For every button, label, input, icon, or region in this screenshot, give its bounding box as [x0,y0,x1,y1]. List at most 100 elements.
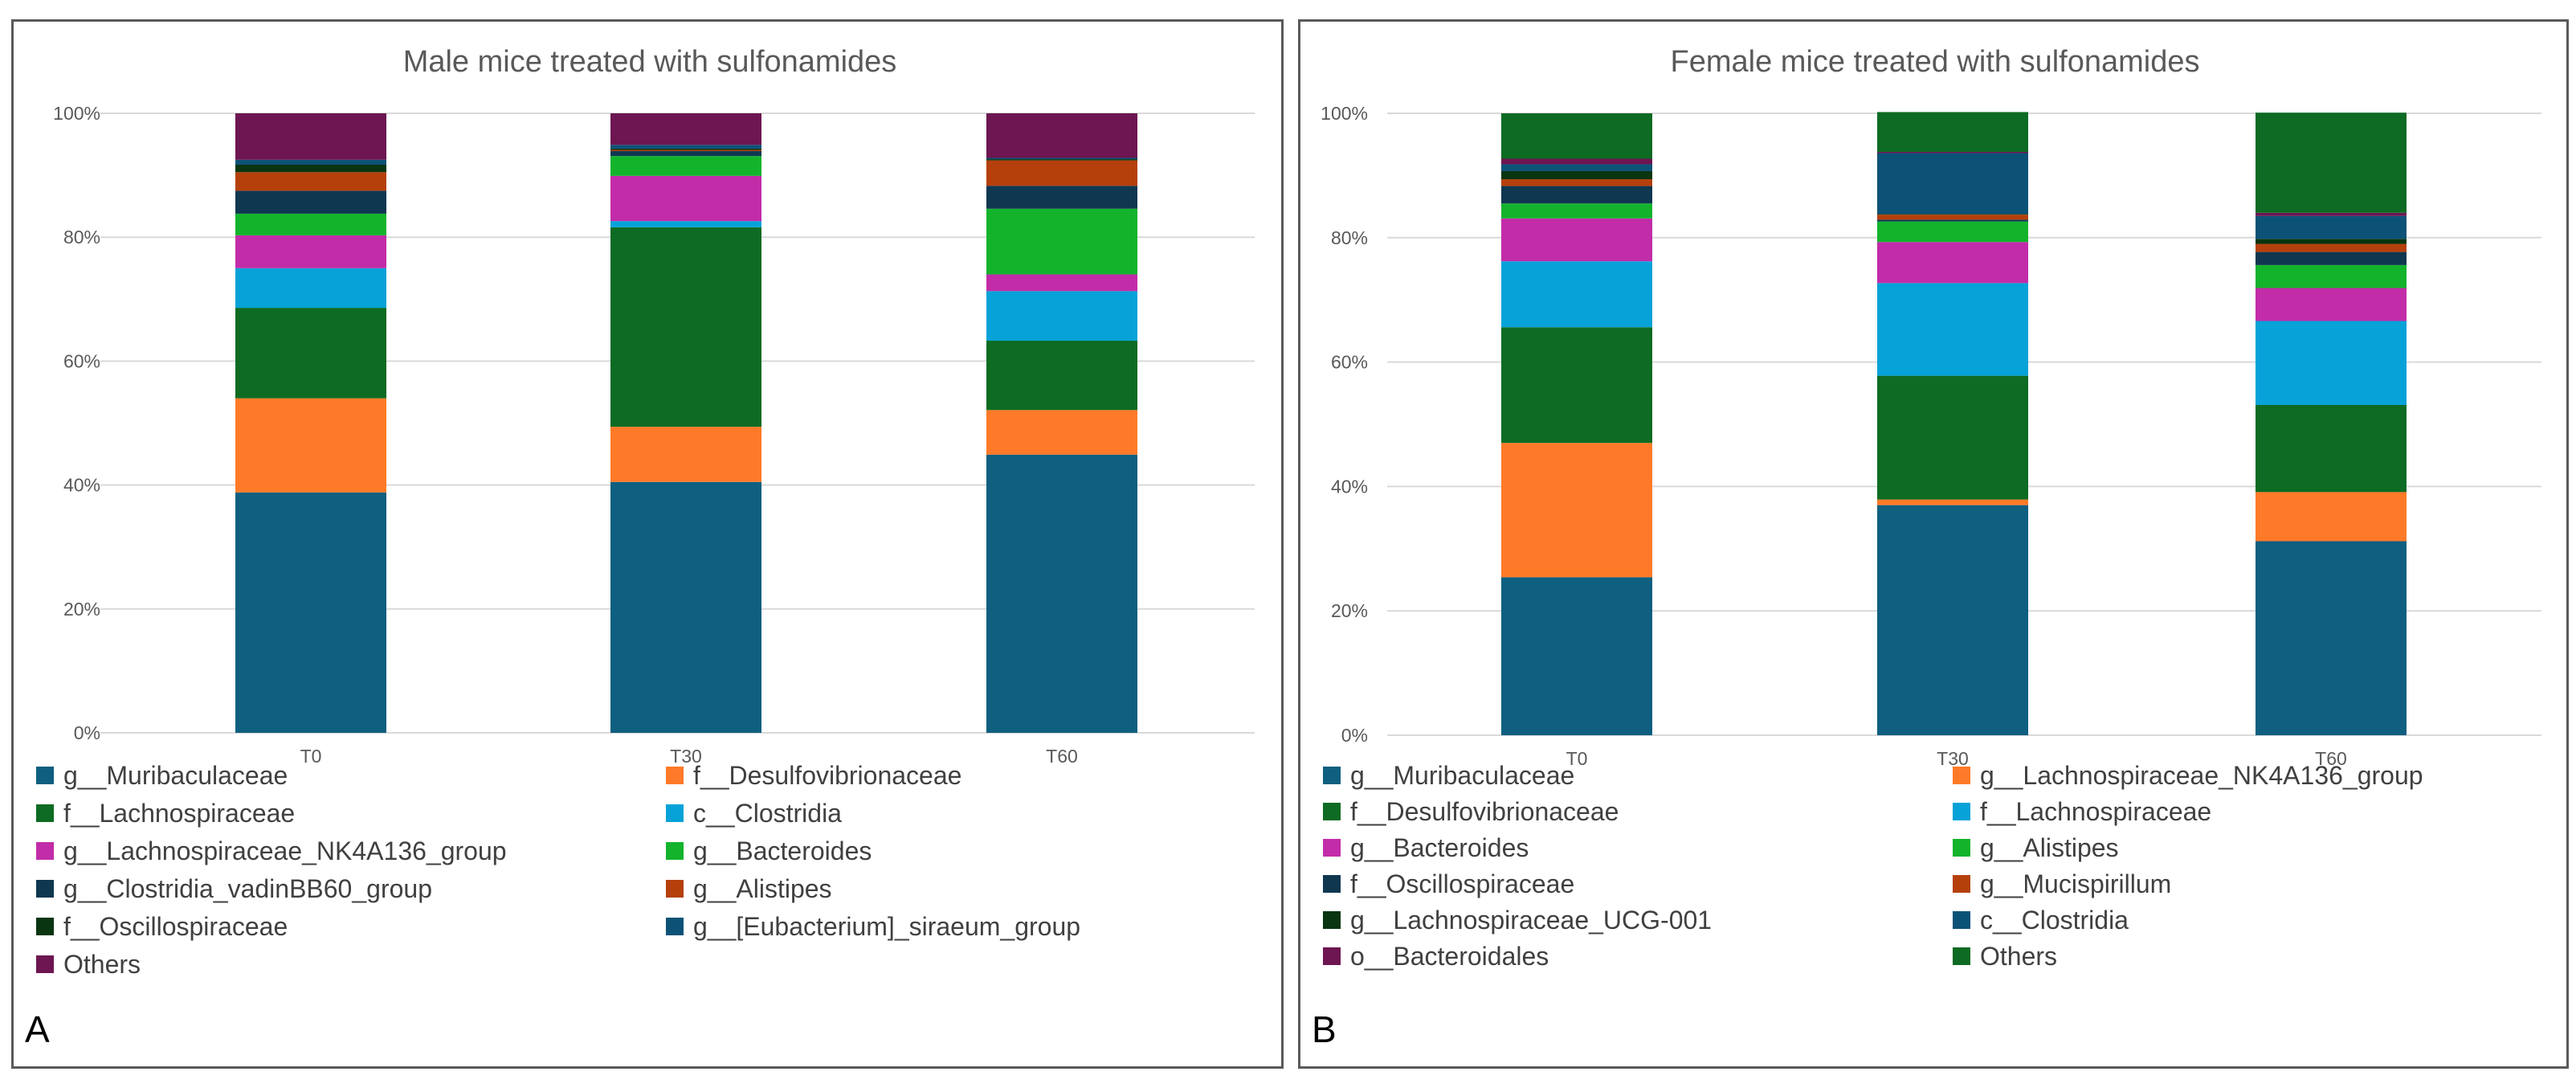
x-tick-label: T60 [1046,746,1078,767]
bar-segment [1501,170,1652,180]
legend-label: f__Desulfovibrionaceae [693,761,961,790]
bar-segment [1501,577,1652,735]
bar-segment [1877,499,2028,505]
bar-segment [2256,492,2407,542]
bar-segment [986,159,1137,161]
bar-segment [986,113,1137,158]
bar-segment [235,159,386,165]
y-tick-label: 100% [53,103,100,124]
bar-segment [235,235,386,268]
y-tick-label: 20% [63,599,100,620]
legend-label: f__Desulfovibrionaceae [1350,797,1619,826]
bar-segment [610,145,761,149]
bar-segment [235,172,386,191]
bar-segment [235,268,386,309]
x-tick-label: T30 [670,746,702,767]
legend-swatch [36,918,54,935]
chart-panel-b: Female mice treated with sulfonamides 0%… [1298,19,2569,1069]
bar-segment [2256,405,2407,493]
bar-segment [1501,218,1652,262]
bar-segment [986,274,1137,292]
y-tick-label: 40% [1331,476,1368,497]
bar-segment [986,186,1137,209]
legend-label: Others [63,950,141,979]
bar-segment [986,160,1137,186]
y-tick-label: 80% [1331,227,1368,248]
legend-label: g__Alistipes [1980,833,2119,862]
bar-segment [235,164,386,173]
legend-swatch [666,918,684,935]
chart-panel-a: Male mice treated with sulfonamides 0% 20… [11,19,1284,1069]
bar-segment [2256,212,2407,216]
bar-segment [2256,264,2407,288]
legend-swatch [36,767,54,784]
legend-swatch [1323,803,1341,820]
legend-label: c__Clostridia [693,799,842,828]
bar-segment [1501,261,1652,328]
legend-swatch [36,842,54,860]
legend-swatch [1323,839,1341,857]
legend-swatch [666,804,684,822]
bar-segment [986,291,1137,341]
legend-label: g__Lachnospiraceae_UCG-001 [1350,906,1712,935]
bar-segment [235,190,386,214]
chart-a-x-axis: T0 T30 T60 [300,746,1078,767]
y-tick-label: 0% [1341,725,1368,746]
legend-label: f__Lachnospiraceae [63,799,295,828]
legend-label: g__Lachnospiraceae_NK4A136_group [1980,761,2423,790]
legend-label: g__Muribaculaceae [1350,761,1574,790]
panel-label-a: A [25,1008,50,1050]
legend-label: g__Mucispirillum [1980,869,2171,898]
legend-swatch [1323,947,1341,965]
bar-segment [2256,252,2407,265]
bar-segment [610,175,761,222]
bar-segment [610,156,761,176]
legend-label: g__Muribaculaceae [63,761,288,790]
bar-segment [610,427,761,482]
x-tick-label: T0 [300,746,322,767]
y-tick-label: 80% [63,227,100,247]
chart-a-title: Male mice treated with sulfonamides [403,45,897,79]
bar-segment [610,221,761,227]
legend-label: g__Bacteroides [693,836,872,865]
legend-label: g__Bacteroides [1350,833,1529,862]
legend-label: f__Oscillospiraceae [1350,869,1574,898]
bar-segment [2256,112,2407,213]
bar-segment [1501,179,1652,186]
bar-segment [235,398,386,493]
legend-swatch [1953,803,1970,820]
bar-segment [1877,221,2028,243]
x-tick-label: T60 [2315,748,2347,769]
chart-a-bars [235,113,1137,733]
bar-segment [610,113,761,145]
chart-a-legend: g__Muribaculaceae f__Desulfovibrionaceaef… [36,761,1080,979]
chart-a-svg: Male mice treated with sulfonamides 0% 20… [25,45,1255,1050]
bar-segment [1877,283,2028,376]
bar-segment [235,113,386,160]
bar-segment [986,454,1137,733]
y-tick-label: 40% [63,475,100,496]
bar-segment [1877,112,2028,152]
bar-segment [1877,242,2028,284]
legend-label: g__[Eubacterium]_siraeum_group [693,912,1080,941]
y-tick-label: 100% [1321,103,1368,124]
bar-segment [1877,151,2028,153]
legend-swatch [666,767,684,784]
chart-b-bars [1501,112,2407,735]
bar-segment [1877,215,2028,220]
chart-b-y-axis: 0% 20% 40% 60% 80% 100% [1321,103,1368,746]
legend-swatch [1323,767,1341,784]
y-tick-label: 60% [63,350,100,371]
bar-segment [1501,203,1652,219]
x-tick-label: T30 [1937,748,1969,769]
legend-swatch [1323,911,1341,929]
legend-label: f__Lachnospiraceae [1980,797,2211,826]
legend-swatch [1953,839,1970,857]
bar-segment [610,227,761,427]
bar-segment [2256,288,2407,321]
bar-segment [610,148,761,150]
bar-segment [986,157,1137,160]
bar-segment [1501,158,1652,165]
legend-label: g__Alistipes [693,874,832,903]
y-tick-label: 60% [1331,352,1368,373]
